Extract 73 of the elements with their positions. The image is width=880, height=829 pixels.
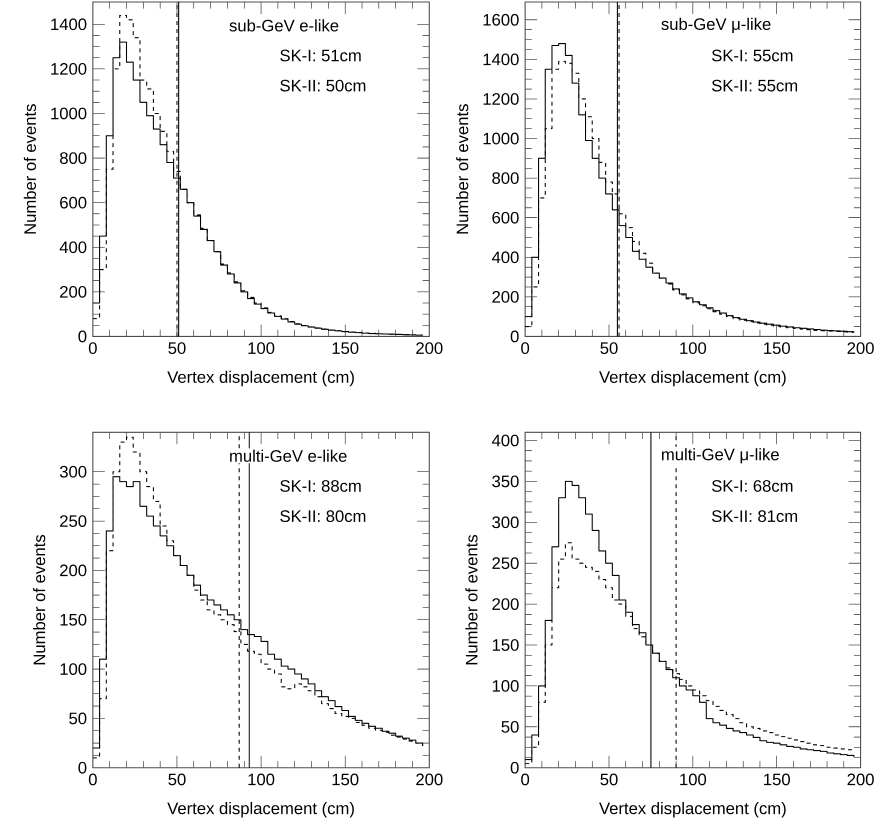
y-tick-label: 200 (60, 564, 86, 576)
y-tick-label: 50 (69, 712, 86, 724)
x-tick-label: 0 (521, 342, 530, 354)
y-tick-label: 1600 (484, 14, 519, 26)
x-tick-label: 100 (248, 342, 274, 354)
x-axis-title: Vertex displacement (cm) (167, 802, 354, 818)
y-tick-label: 1000 (51, 108, 86, 120)
x-tick-label: 50 (600, 774, 618, 786)
y-tick-label: 350 (492, 476, 519, 488)
annotation: SK-I: 88cm (280, 480, 361, 492)
y-tick-label: 400 (492, 252, 519, 264)
x-tick-label: 150 (764, 342, 790, 354)
y-tick-label: 250 (492, 558, 519, 570)
y-tick-label: 800 (60, 152, 86, 164)
y-tick-label: 1200 (51, 63, 86, 75)
x-tick-label: 200 (848, 774, 874, 786)
annotation: sub-GeV e-like (229, 19, 338, 32)
x-tick-label: 50 (168, 774, 186, 786)
y-tick-label: 150 (60, 614, 86, 626)
y-tick-label: 100 (492, 680, 519, 692)
annotation: SK-II: 81cm (712, 510, 798, 522)
x-tick-label: 100 (248, 774, 274, 786)
annotation: sub-GeV μ-like (661, 18, 771, 34)
y-tick-label: 200 (492, 598, 519, 610)
x-tick-label: 200 (416, 342, 443, 354)
x-tick-label: 150 (332, 342, 358, 354)
y-tick-label: 150 (492, 639, 519, 652)
x-tick-label: 200 (848, 342, 874, 354)
y-tick-label: 600 (60, 196, 86, 209)
annotation: SK-I: 68cm (712, 480, 792, 492)
y-tick-label: 1200 (484, 93, 519, 106)
y-tick-label: 0 (510, 330, 519, 343)
y-tick-label: 0 (78, 762, 86, 774)
x-tick-label: 150 (332, 774, 358, 786)
annotation: SK-II: 50cm (280, 80, 366, 92)
x-tick-label: 0 (88, 342, 97, 354)
annotation: SK-II: 55cm (712, 80, 798, 92)
y-axis-title: Number of events (24, 104, 36, 234)
y-tick-label: 600 (492, 212, 519, 224)
y-axis-title: Number of events (465, 535, 478, 665)
y-tick-label: 1400 (484, 54, 519, 66)
annotation: SK-I: 51cm (280, 50, 361, 62)
y-tick-label: 800 (492, 172, 519, 184)
y-axis-title: Number of events (456, 104, 468, 234)
annotation: SK-II: 80cm (280, 510, 366, 522)
y-tick-label: 300 (492, 516, 519, 528)
y-axis-title: Number of events (33, 535, 46, 665)
x-tick-label: 50 (600, 342, 618, 354)
annotation: multi-GeV μ-like (662, 448, 779, 464)
x-axis-title: Vertex displacement (cm) (599, 370, 786, 386)
y-tick-label: 0 (510, 762, 519, 774)
y-tick-label: 400 (492, 434, 519, 447)
y-tick-label: 1000 (484, 132, 519, 145)
y-tick-label: 200 (492, 291, 519, 303)
x-tick-label: 100 (680, 342, 706, 354)
y-tick-label: 300 (60, 466, 86, 478)
x-tick-label: 100 (680, 774, 706, 786)
y-tick-label: 100 (60, 663, 86, 676)
x-tick-label: 0 (88, 774, 97, 786)
annotation: multi-GeV e-like (230, 450, 347, 462)
x-tick-label: 200 (416, 774, 443, 786)
annotation: SK-I: 55cm (712, 50, 792, 62)
x-axis-title: Vertex displacement (cm) (167, 370, 354, 386)
x-tick-label: 150 (764, 774, 790, 786)
x-tick-label: 50 (168, 342, 186, 354)
y-tick-label: 0 (78, 330, 86, 343)
x-tick-label: 0 (521, 774, 530, 786)
y-tick-label: 250 (60, 515, 86, 528)
y-tick-label: 1400 (51, 18, 86, 30)
x-axis-title: Vertex displacement (cm) (599, 802, 786, 818)
y-tick-label: 400 (60, 242, 86, 254)
y-tick-label: 200 (60, 286, 86, 298)
y-tick-label: 50 (501, 721, 519, 733)
